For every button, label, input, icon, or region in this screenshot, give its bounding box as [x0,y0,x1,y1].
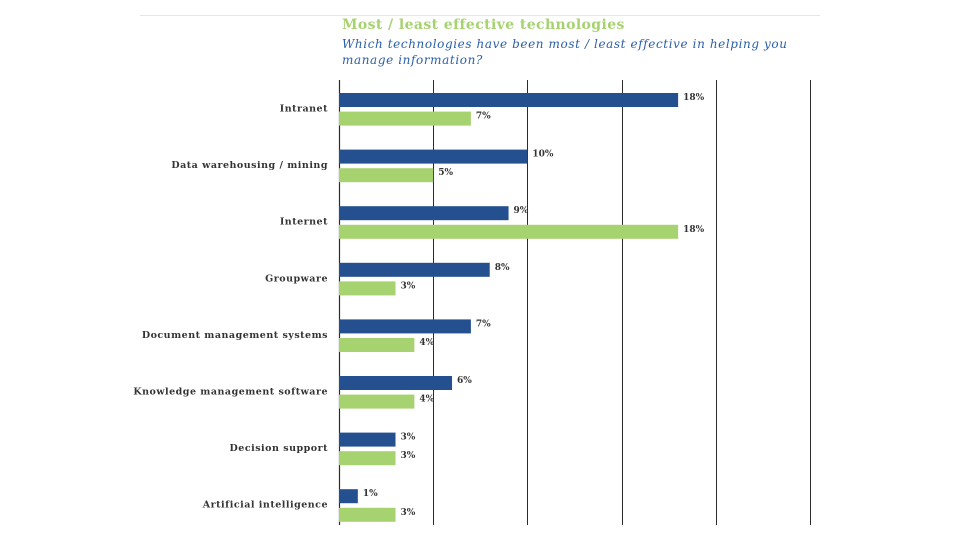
data-label: 7% [476,319,491,329]
chart-subtitle: Which technologies have been most / leas… [342,37,788,67]
data-label: 4% [419,395,434,405]
bar-least-effective [339,168,434,183]
data-label: 18% [683,225,705,235]
category-label: Data warehousing / mining [171,160,328,171]
data-label: 18% [683,93,705,103]
data-label: 3% [401,508,416,518]
data-label: 1% [363,489,378,499]
data-label: 5% [438,168,453,178]
bar-most-effective [339,262,490,277]
data-label: 8% [495,263,510,273]
bar-most-effective [339,319,471,334]
bar-most-effective [339,489,358,504]
data-label: 4% [419,338,434,348]
bar-most-effective [339,206,509,221]
data-label: 6% [457,376,472,386]
data-label: 9% [514,206,529,216]
bar-least-effective [339,224,679,239]
data-label: 3% [401,281,416,291]
category-label: Intranet [280,104,328,115]
bar-least-effective [339,451,396,466]
data-label: 3% [401,433,416,443]
bars [339,93,679,522]
bar-most-effective [339,93,679,107]
category-label: Artificial intelligence [202,500,328,511]
title-rule [140,15,820,16]
labels: Intranet 18% 7% Data warehousing / mining 10… [133,93,704,518]
category-label: Decision support [230,443,329,454]
data-label: 10% [532,150,554,160]
category-label: Knowledge management software [133,387,328,398]
bar-least-effective [339,507,396,522]
bar-most-effective [339,376,453,390]
bar-least-effective [339,338,415,352]
bar-least-effective [339,281,396,296]
bar-most-effective [339,432,396,447]
bar-least-effective [339,111,471,126]
chart-title: Most / least effective technologies [342,17,625,33]
category-label: Groupware [265,273,328,284]
category-label: Document management systems [142,330,328,341]
category-label: Internet [280,217,328,228]
bar-most-effective [339,149,528,164]
data-label: 3% [401,451,416,461]
data-label: 7% [476,112,491,122]
bar-least-effective [339,394,415,409]
